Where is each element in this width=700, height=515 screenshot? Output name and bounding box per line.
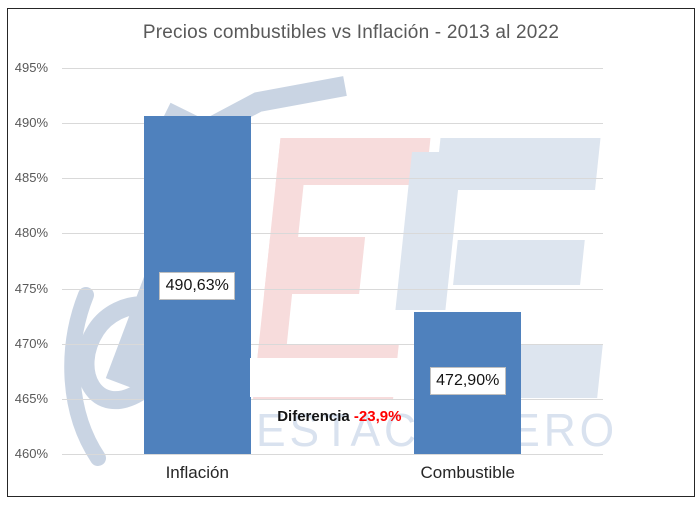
gridline-460	[62, 454, 603, 455]
y-tick-475: 475%	[14, 280, 48, 296]
difference-annotation: Diferencia -23,9%	[250, 358, 412, 425]
y-tick-465: 465%	[14, 390, 48, 406]
x-tick-inflación: Inflación	[165, 463, 229, 482]
value-label-combustible: 472,90%	[429, 367, 506, 395]
x-tick-combustible: Combustible	[420, 463, 516, 482]
difference-value: -23,9%	[353, 408, 402, 425]
gridline-470	[62, 343, 603, 345]
y-tick-470: 470%	[14, 335, 48, 351]
chart-title: Precios combustibles vs Inflación - 2013…	[142, 22, 560, 43]
y-tick-490: 490%	[14, 115, 48, 131]
chart-frame: Precios combustibles vs Inflación - 2013…	[7, 8, 695, 497]
value-label-inflación: 490,63%	[159, 272, 236, 300]
gridline-495	[62, 68, 603, 69]
y-tick-495: 495%	[14, 60, 48, 75]
y-tick-460: 460%	[14, 446, 48, 461]
difference-label: Diferencia	[277, 408, 354, 425]
y-tick-485: 485%	[14, 170, 48, 186]
y-tick-480: 480%	[14, 225, 48, 241]
gridline-480	[62, 233, 603, 235]
